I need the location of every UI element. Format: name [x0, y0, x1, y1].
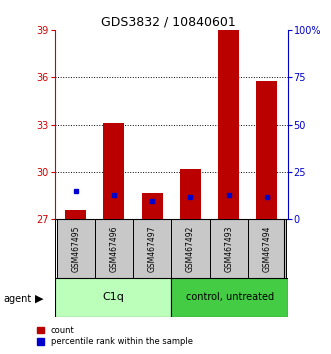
Bar	[210, 219, 248, 278]
Text: GSM467493: GSM467493	[224, 225, 233, 272]
Bar	[257, 81, 277, 219]
Text: GSM467496: GSM467496	[110, 225, 118, 272]
Bar	[55, 278, 171, 317]
Text: GDS3832 / 10840601: GDS3832 / 10840601	[101, 16, 236, 29]
Bar	[57, 219, 95, 278]
Legend: count, percentile rank within the sample: count, percentile rank within the sample	[37, 326, 193, 346]
Bar	[180, 169, 201, 219]
Text: ▶: ▶	[35, 294, 43, 304]
Bar	[103, 123, 124, 219]
Bar	[133, 219, 171, 278]
Text: GSM467495: GSM467495	[71, 225, 80, 272]
Text: C1q: C1q	[102, 292, 124, 302]
Text: control, untreated: control, untreated	[186, 292, 274, 302]
Bar	[142, 193, 163, 219]
Bar	[171, 219, 210, 278]
Text: GSM467494: GSM467494	[262, 225, 271, 272]
Bar	[65, 210, 86, 219]
Text: GSM467497: GSM467497	[148, 225, 157, 272]
Text: agent: agent	[3, 294, 31, 304]
Bar	[171, 278, 288, 317]
Bar	[95, 219, 133, 278]
Text: GSM467492: GSM467492	[186, 225, 195, 272]
Bar	[248, 219, 286, 278]
Bar	[218, 30, 239, 219]
